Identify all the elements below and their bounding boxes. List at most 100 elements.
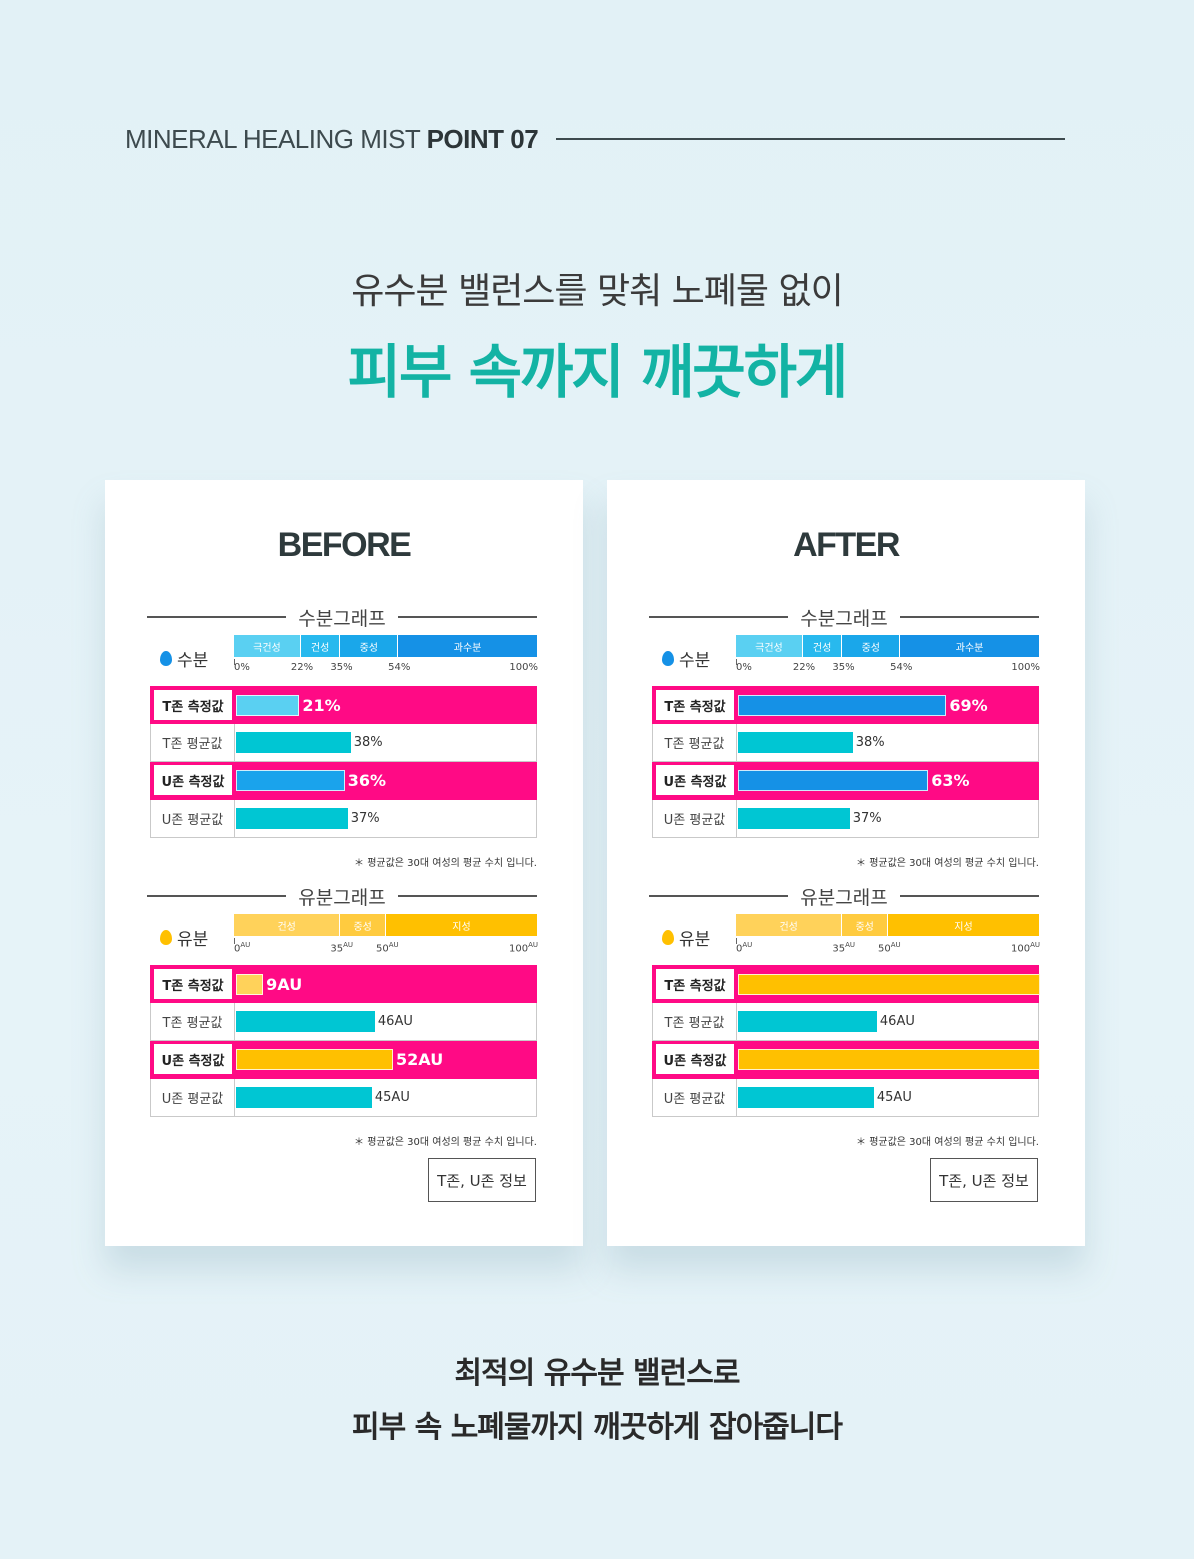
tick-value: 0 <box>736 943 743 955</box>
heading-line-left <box>649 616 789 618</box>
header-prefix: MINERAL HEALING MIST <box>125 123 427 154</box>
heading-line-right <box>397 895 537 897</box>
tick-value: 22% <box>792 662 816 673</box>
section-header: MINERAL HEALING MIST POINT 07 <box>125 122 1065 156</box>
tick-value: 22% <box>290 662 314 673</box>
data-label: 9AU <box>266 975 303 994</box>
data-label: 21% <box>302 696 341 715</box>
data-label: 38% <box>855 735 885 750</box>
oil-ticks: 0AU 35AU 50AU 100AU <box>736 935 1040 955</box>
zone-segment: 지성 <box>887 914 1040 936</box>
tick-unit: AU <box>1030 941 1040 949</box>
header-divider <box>556 138 1065 140</box>
zone-segment: 건성 <box>736 914 843 936</box>
zone-segment: 건성 <box>234 914 341 936</box>
row-label: T존 평균값 <box>653 724 737 761</box>
table-row: T존 평균값 38% <box>652 724 1039 762</box>
oil-graph-title: 유분그래프 <box>298 886 386 909</box>
moisture-zone-scale: 극건성 건성 중성 과수분 <box>234 635 538 657</box>
moisture-graph-heading: 수분그래프 <box>147 604 537 630</box>
heading-line-right <box>397 616 537 618</box>
tick-label: 35% <box>832 662 854 673</box>
footer-line-1: 최적의 유수분 밸런스로 <box>454 1356 741 1391</box>
tick-unit: AU <box>742 941 753 949</box>
tick-value: 0 <box>234 943 241 955</box>
tick-value: 100% <box>1011 662 1040 673</box>
after-card: AFTER 수분그래프 수분 극건성 건성 중성 과수분 0% 22% 35% 54% 100% T존 … <box>607 480 1085 1246</box>
table-row: U존 평균값 45AU <box>652 1079 1039 1117</box>
after-title: AFTER <box>793 526 900 564</box>
table-row: U존 측정값 52AU <box>150 1041 537 1079</box>
data-label: 45AU <box>374 1090 410 1105</box>
moisture-footnote: ＊ 평균값은 30대 여성의 평균 수치 입니다. <box>856 858 1039 869</box>
oil-rows: T존 측정값 T존 평균값 46AU U존 측정값 U존 평균값 45AU <box>652 965 1040 1117</box>
t-u-zone-info-button[interactable]: T존, U존 정보 <box>930 1158 1038 1202</box>
bar <box>738 1049 1040 1070</box>
tick-value: 0% <box>736 662 752 673</box>
zone-segment: 과수분 <box>398 635 538 657</box>
data-label: 37% <box>852 811 882 826</box>
heading-line-left <box>649 895 789 897</box>
tick-unit: AU <box>528 941 538 949</box>
table-row: T존 평균값 46AU <box>652 1003 1039 1041</box>
bar <box>236 808 348 829</box>
before-title: BEFORE <box>277 526 412 564</box>
row-label: U존 평균값 <box>151 1079 235 1116</box>
moisture-graph-title: 수분그래프 <box>298 607 386 630</box>
yellow-drop-icon <box>160 930 172 945</box>
row-label: T존 평균값 <box>151 724 235 761</box>
tick-label: 0AU <box>234 941 250 954</box>
bar <box>738 770 929 791</box>
moisture-graph-title: 수분그래프 <box>800 607 888 630</box>
heading-line-left <box>147 895 287 897</box>
tick-unit: AU <box>343 941 354 949</box>
oil-legend-label: 유분 <box>679 930 711 950</box>
moisture-ticks: 0% 22% 35% 54% 100% <box>736 656 1040 676</box>
oil-graph-heading: 유분그래프 <box>147 883 537 909</box>
row-label: T존 평균값 <box>653 1003 737 1040</box>
tick-value: 35% <box>330 662 353 673</box>
before-card: BEFORE 수분그래프 수분 극건성 건성 중성 과수분 0% 22% 35% 54% 100% T존… <box>105 480 583 1246</box>
t-u-zone-info-button[interactable]: T존, U존 정보 <box>428 1158 536 1202</box>
oil-zone-scale: 건성 중성 지성 <box>736 914 1040 936</box>
header-point: POINT 07 <box>426 123 539 154</box>
tick-label: 100AU <box>509 941 538 954</box>
tick-unit: AU <box>240 941 251 949</box>
bar <box>738 1011 877 1032</box>
data-label: 37% <box>350 811 380 826</box>
row-label: U존 평균값 <box>653 1079 737 1116</box>
heading-line-left <box>147 616 287 618</box>
tick-label: 0% <box>736 662 752 673</box>
tick-unit: AU <box>388 941 399 949</box>
table-row: T존 측정값 9AU <box>150 965 537 1003</box>
tick-label: 50AU <box>878 941 901 954</box>
oil-tick-baseline <box>234 938 539 944</box>
moisture-legend: 수분 <box>160 646 208 671</box>
zone-segment: 중성 <box>340 635 399 657</box>
data-label: 52AU <box>396 1050 444 1069</box>
data-label: 46AU <box>879 1014 915 1029</box>
data-label: 36% <box>347 771 387 790</box>
table-row: U존 평균값 37% <box>150 800 537 838</box>
oil-zone-scale: 건성 중성 지성 <box>234 914 538 936</box>
tick-value: 50 <box>878 943 891 955</box>
oil-footnote: ＊ 평균값은 30대 여성의 평균 수치 입니다. <box>856 1137 1039 1148</box>
oil-footnote: ＊ 평균값은 30대 여성의 평균 수치 입니다. <box>354 1137 537 1148</box>
tick-unit: AU <box>890 941 901 949</box>
page-title: 피부 속까지 깨끗하게 <box>347 338 849 406</box>
oil-legend: 유분 <box>160 925 208 950</box>
table-row: U존 평균값 45AU <box>150 1079 537 1117</box>
tick-value: 35 <box>832 943 846 955</box>
zone-segment: 건성 <box>300 635 341 657</box>
moisture-legend-label: 수분 <box>679 651 711 671</box>
table-row: T존 측정값 69% <box>652 686 1039 724</box>
moisture-rows: T존 측정값 69% T존 평균값 38% U존 측정값 63% U존 평균값 37% <box>652 686 1039 838</box>
tick-unit: AU <box>845 941 856 949</box>
data-label: 45AU <box>876 1090 912 1105</box>
moisture-footnote: ＊ 평균값은 30대 여성의 평균 수치 입니다. <box>354 858 537 869</box>
tick-value: 0% <box>234 662 250 673</box>
row-label: T존 측정값 <box>154 969 232 999</box>
zone-segment: 지성 <box>385 914 538 936</box>
tick-label: 50AU <box>376 941 399 954</box>
heading-line-right <box>899 895 1039 897</box>
